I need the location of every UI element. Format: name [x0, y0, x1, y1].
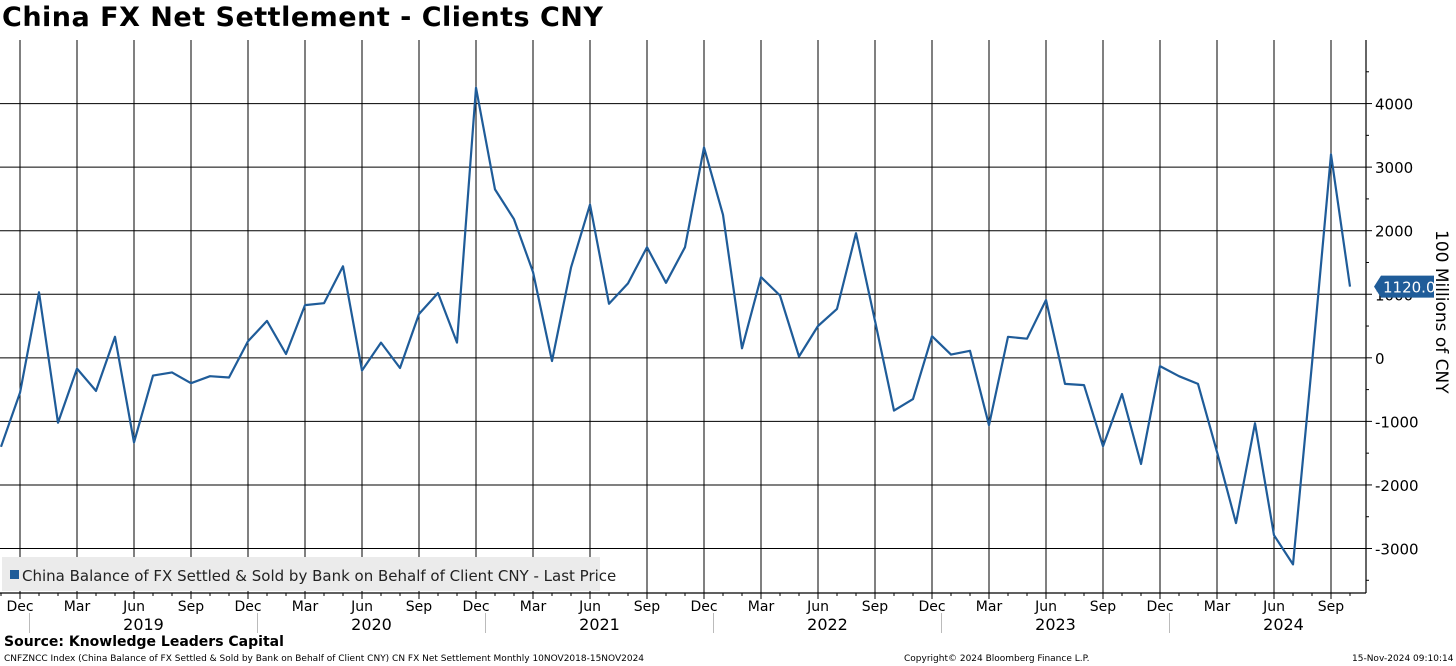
series-line [0, 86, 1352, 566]
x-tick-label: Jun [122, 599, 145, 615]
x-tick-label: Mar [1204, 599, 1231, 615]
y-tick-label: 3000 [1375, 159, 1413, 177]
copyright: Copyright© 2024 Bloomberg Finance L.P. [904, 654, 1090, 664]
x-tick-label: Sep [1090, 599, 1117, 615]
y-tick-label: -3000 [1375, 541, 1419, 559]
legend-label: China Balance of FX Settled & Sold by Ba… [22, 567, 616, 585]
last-value-tag: 1120.0 [1374, 275, 1436, 298]
x-tick-label: Dec [462, 599, 489, 615]
x-year-label: 2021 [579, 615, 620, 634]
x-tick-label: Dec [234, 599, 261, 615]
legend-swatch [10, 570, 19, 579]
x-tick-label: Sep [634, 599, 661, 615]
x-tick-label: Mar [520, 599, 547, 615]
x-tick-label: Sep [178, 599, 205, 615]
y-axis-label: 100 Millions of CNY [1431, 230, 1451, 394]
x-tick-label: Dec [918, 599, 945, 615]
y-axis-ticks: -3000-2000-100001000200030004000 [1366, 71, 1419, 581]
grid [0, 40, 1366, 593]
x-tick-label: Dec [6, 599, 33, 615]
x-tick-label: Sep [1318, 599, 1345, 615]
x-tick-label: Jun [806, 599, 829, 615]
x-year-label: 2022 [807, 615, 848, 634]
index-description: CNFZNCC Index (China Balance of FX Settl… [4, 654, 645, 664]
x-tick-label: Dec [690, 599, 717, 615]
y-tick-label: 4000 [1375, 96, 1413, 114]
x-tick-label: Mar [292, 599, 319, 615]
x-tick-label: Jun [1262, 599, 1285, 615]
x-year-label: 2023 [1035, 615, 1076, 634]
x-tick-label: Mar [64, 599, 91, 615]
y-tick-label: 0 [1375, 350, 1385, 368]
last-value-marker [1374, 275, 1434, 298]
y-tick-label: -1000 [1375, 413, 1419, 431]
x-axis-ticks: Dec Mar Jun Sep Dec Mar Jun Sep Dec Mar Jun Sep Dec M… [0, 593, 1351, 634]
x-tick-label: Jun [578, 599, 601, 615]
source-note: Source: Knowledge Leaders Capital [4, 634, 284, 650]
timestamp: 15-Nov-2024 09:10:14 [1352, 654, 1454, 664]
legend: China Balance of FX Settled & Sold by Ba… [2, 557, 616, 591]
x-tick-label: Mar [976, 599, 1003, 615]
x-tick-label: Sep [862, 599, 889, 615]
x-tick-label: Sep [406, 599, 433, 615]
x-year-label: 2020 [351, 615, 392, 634]
x-tick-label: Jun [1034, 599, 1057, 615]
x-year-label: 2019 [123, 615, 164, 634]
y-tick-label: 2000 [1375, 223, 1413, 241]
chart-title: China FX Net Settlement - Clients CNY [2, 2, 604, 33]
axes [0, 40, 1367, 594]
x-tick-label: Jun [350, 599, 373, 615]
x-tick-label: Mar [748, 599, 775, 615]
y-tick-label: -2000 [1375, 477, 1419, 495]
last-value-label: 1120.0 [1383, 279, 1436, 297]
legend-background [2, 557, 600, 591]
x-tick-label: Dec [1146, 599, 1173, 615]
x-year-label: 2024 [1263, 615, 1304, 634]
